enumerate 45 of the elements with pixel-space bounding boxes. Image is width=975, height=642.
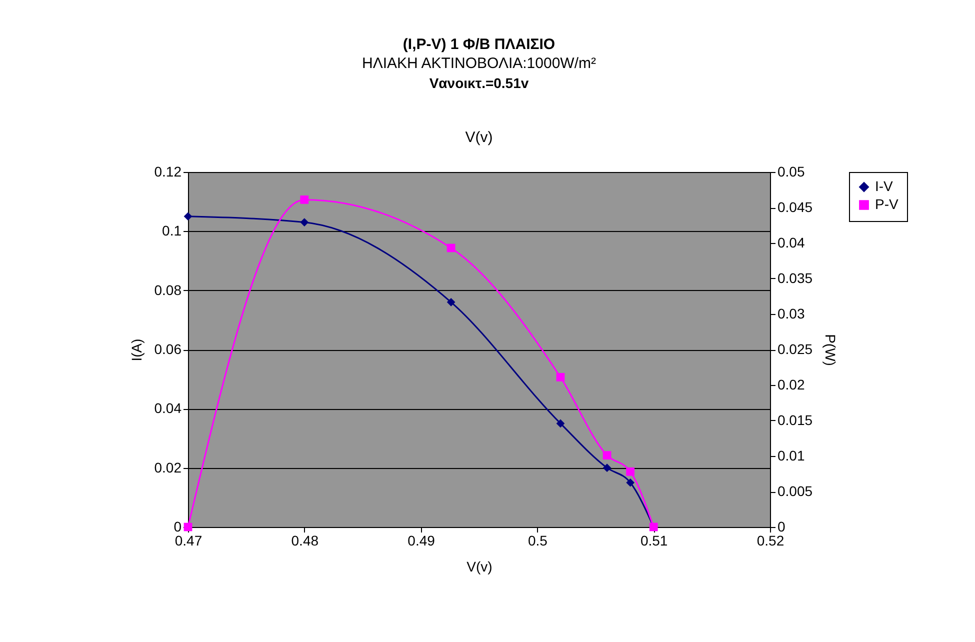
y2-tick-label: 0.03 — [778, 306, 805, 322]
legend-label: P-V — [875, 196, 899, 212]
y2-tick-label: 0.005 — [778, 483, 813, 499]
y2-tick-label: 0.045 — [778, 199, 813, 215]
point — [626, 467, 635, 476]
point — [446, 244, 456, 252]
text: Vανοικτ.=0.51v — [429, 75, 529, 91]
point — [626, 478, 635, 487]
point — [556, 373, 565, 382]
point — [602, 464, 612, 472]
x-tick-label: 0.49 — [408, 532, 436, 548]
y-tick-label: 0.02 — [154, 459, 182, 476]
y2-tick-label: 0.05 — [778, 164, 805, 180]
y-tick-label: 0 — [174, 518, 182, 534]
x-tick-label: 0.48 — [291, 532, 319, 548]
text: V(v) — [465, 129, 493, 146]
y2-tick-label: 0 — [778, 518, 786, 534]
y-tick-label: 0.04 — [154, 400, 182, 416]
point — [446, 298, 456, 306]
point — [300, 218, 309, 226]
x-axis-title: V(v) — [466, 558, 492, 574]
chart-title: (I,P-V) 1 Φ/Β ΠΛΑΙΣΙΟ — [402, 36, 556, 53]
y2-tick-label: 0.035 — [778, 270, 813, 286]
y-tick-label: 0.12 — [154, 164, 182, 180]
y2-axis-title: P(W) — [822, 334, 839, 366]
y2-tick-label: 0.04 — [778, 234, 805, 250]
x-tick-label: 0.51 — [640, 532, 668, 548]
point — [556, 419, 565, 428]
x-tick-label: 0.52 — [756, 532, 784, 548]
x-tick-label: 0.47 — [174, 532, 202, 548]
y2-tick-label: 0.015 — [778, 412, 813, 428]
point — [602, 451, 612, 460]
y2-tick-label: 0.025 — [778, 341, 813, 357]
point — [184, 212, 192, 221]
y-tick-label: 0.08 — [154, 282, 182, 298]
legend-label: I-V — [875, 178, 894, 194]
point — [184, 522, 192, 532]
y-tick-label: 0.06 — [154, 341, 182, 357]
x-tick-label: 0.5 — [528, 532, 548, 548]
point — [300, 196, 309, 204]
y-tick-label: 0.1 — [162, 222, 182, 239]
y2-tick-label: 0.02 — [778, 376, 805, 392]
chart-subtitle: ΗΛΙΑΚΗ ΑΚΤΙΝΟΒΟΛΙΑ:1000W/m² — [362, 55, 596, 72]
y-axis-title: I(A) — [128, 338, 144, 362]
y2-tick-label: 0.01 — [778, 448, 805, 464]
